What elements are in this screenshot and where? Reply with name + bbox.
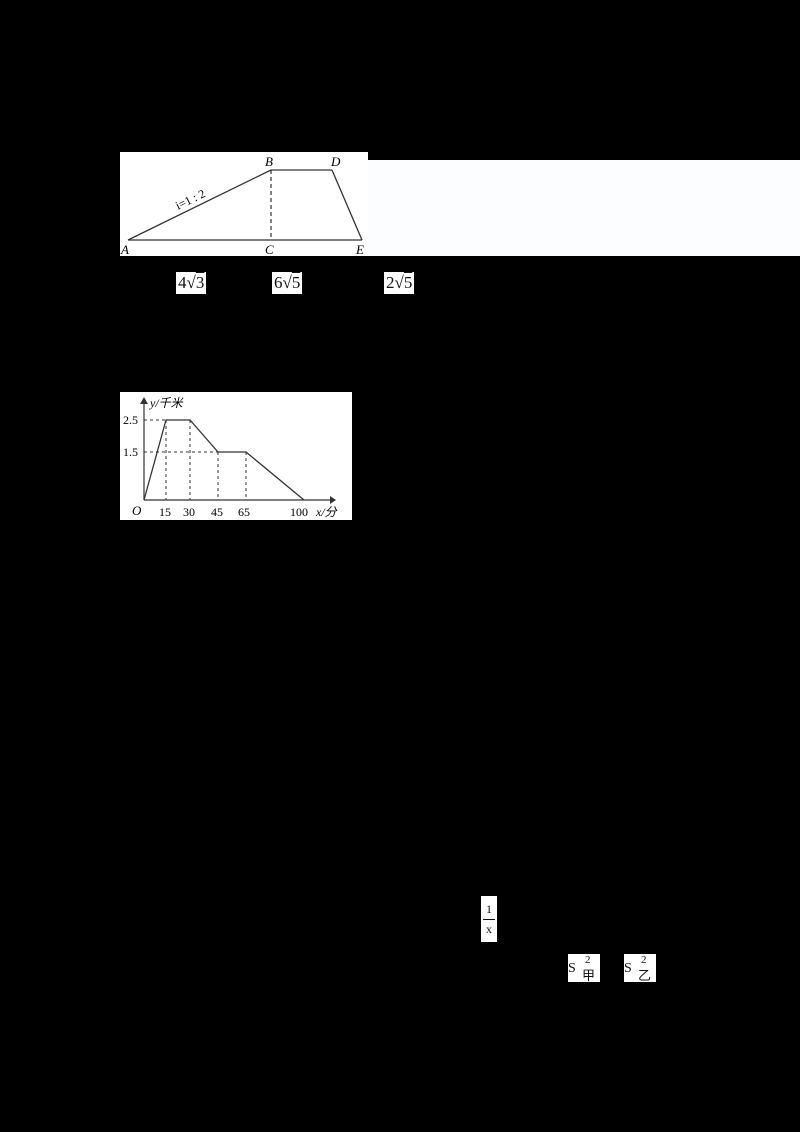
fraction-one-over-x: 1 x xyxy=(481,896,497,942)
trapezoid-diagram: A B C D E i=1 : 2 xyxy=(120,154,364,257)
y-axis-label: y/千米 xyxy=(149,396,185,410)
option-coef: 2 xyxy=(386,273,395,292)
variance-symbol: S xyxy=(624,961,632,976)
sqrt-icon: √ xyxy=(186,273,196,292)
xtick-15: 15 xyxy=(159,505,171,519)
fraction-bar xyxy=(483,919,495,920)
option-coef: 6 xyxy=(274,273,283,292)
slope-ratio: i=1 : 2 xyxy=(173,186,207,212)
data-series-line xyxy=(143,419,305,501)
xtick-65: 65 xyxy=(238,505,250,519)
label-b: B xyxy=(265,154,273,169)
option-coef: 4 xyxy=(178,273,187,292)
label-d: D xyxy=(330,154,341,169)
fraction-numerator: 1 xyxy=(486,902,492,916)
fraction-denominator: x xyxy=(486,922,492,936)
figure-extension xyxy=(368,160,800,256)
option-3: 2 √ 5 xyxy=(384,272,415,294)
variance-jia: S 2 甲 xyxy=(568,954,600,983)
origin-label: O xyxy=(132,503,142,518)
label-c: C xyxy=(265,242,274,256)
sqrt-icon: √ xyxy=(394,273,404,292)
label-e: E xyxy=(355,242,364,256)
option-radicand: 5 xyxy=(291,273,301,292)
option-1: 4 √ 3 xyxy=(176,272,207,294)
variance-symbol: S xyxy=(568,961,576,976)
ytick-1-5: 1.5 xyxy=(123,445,138,459)
variance-subscript: 乙 xyxy=(638,968,652,983)
x-axis-label: x/分 xyxy=(315,505,338,519)
option-radicand: 3 xyxy=(195,273,205,292)
option-2: 6 √ 5 xyxy=(272,272,303,294)
xtick-30: 30 xyxy=(183,505,195,519)
ytick-2-5: 2.5 xyxy=(123,413,138,427)
label-a: A xyxy=(120,242,129,256)
xtick-45: 45 xyxy=(211,505,223,519)
variance-subscript: 甲 xyxy=(582,968,596,983)
option-radicand: 5 xyxy=(403,273,413,292)
distance-time-graph: 2.5 1.5 O 15 30 45 65 100 x/分 y/千米 xyxy=(120,392,352,520)
x-axis-arrow-icon xyxy=(330,496,336,504)
y-axis-arrow-icon xyxy=(140,397,148,404)
variance-superscript: 2 xyxy=(641,954,647,966)
variance-yi: S 2 乙 xyxy=(624,954,656,983)
xtick-100: 100 xyxy=(290,505,308,519)
sqrt-icon: √ xyxy=(282,273,292,292)
line-chart: 2.5 1.5 O 15 30 45 65 100 x/分 y/千米 xyxy=(123,396,338,519)
slope-figure: A B C D E i=1 : 2 xyxy=(120,152,368,257)
variance-superscript: 2 xyxy=(585,954,591,966)
